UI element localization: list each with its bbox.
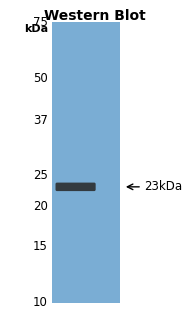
Text: 15: 15	[33, 240, 48, 253]
Text: kDa: kDa	[24, 24, 48, 34]
Bar	[52, 22, 120, 303]
Text: 25: 25	[33, 169, 48, 182]
Text: 50: 50	[33, 72, 48, 85]
Text: 75: 75	[33, 15, 48, 28]
Text: 20: 20	[33, 200, 48, 213]
Text: 10: 10	[33, 297, 48, 309]
Text: 37: 37	[33, 114, 48, 127]
Text: 23kDa: 23kDa	[144, 180, 182, 193]
FancyBboxPatch shape	[55, 183, 96, 191]
Text: Western Blot: Western Blot	[44, 9, 146, 23]
